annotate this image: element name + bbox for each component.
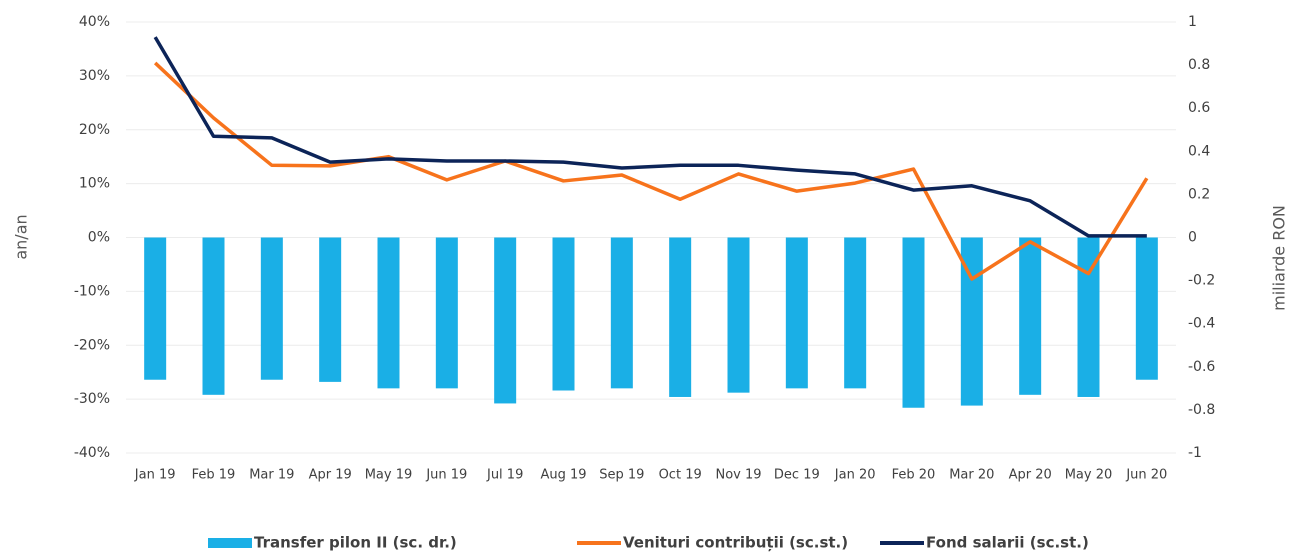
y2-tick-label: -0.6 (1188, 359, 1215, 375)
x-tick-label: Mar 19 (249, 468, 294, 483)
x-tick-label: Sep 19 (599, 468, 644, 483)
legend-swatch (208, 538, 252, 548)
x-tick-label: May 20 (1065, 468, 1113, 483)
x-tick-label: Apr 20 (1009, 468, 1052, 483)
x-tick-label: Feb 19 (192, 468, 236, 483)
bar (610, 237, 633, 389)
y-tick-label: 20% (79, 122, 110, 138)
y-tick-label: -30% (74, 391, 110, 407)
bar (494, 237, 517, 404)
y2-tick-label: -0.2 (1188, 273, 1215, 289)
legend-label: Transfer pilon II (sc. dr.) (254, 534, 457, 552)
x-tick-label: Nov 19 (715, 468, 761, 483)
line (153, 36, 1147, 238)
bar (435, 237, 458, 389)
y2-tick-label: 0.8 (1188, 57, 1210, 73)
y2-tick-label: 0 (1188, 230, 1197, 246)
bar (785, 237, 808, 389)
x-tick-label: Jun 20 (1125, 468, 1167, 483)
y2-tick-label: 0.4 (1188, 143, 1210, 159)
y-axis-title: an/an (12, 214, 31, 259)
y-tick-label: 0% (88, 230, 110, 246)
y-tick-label: 30% (79, 68, 110, 84)
line (153, 61, 1149, 281)
y2-tick-label: 0.6 (1188, 100, 1210, 116)
y-tick-label: -40% (74, 445, 110, 461)
bar (902, 237, 925, 408)
y2-axis-title: miliarde RON (1270, 205, 1289, 311)
bar (1135, 237, 1158, 380)
bar (1077, 237, 1100, 397)
x-tick-label: Jul 19 (486, 468, 523, 483)
bar (669, 237, 692, 397)
bar (844, 237, 867, 389)
bar (1019, 237, 1042, 395)
x-tick-label: Jan 19 (134, 468, 176, 483)
bar (377, 237, 400, 389)
y-tick-label: 10% (79, 176, 110, 192)
x-tick-label: Jan 20 (834, 468, 876, 483)
y2-tick-label: -1 (1188, 445, 1202, 461)
bar (202, 237, 225, 395)
bar (144, 237, 167, 380)
x-tick-label: Aug 19 (540, 468, 586, 483)
y2-tick-label: -0.4 (1188, 316, 1215, 332)
bar (319, 237, 342, 382)
y2-tick-label: 0.2 (1188, 186, 1210, 202)
y2-tick-label: -0.8 (1188, 402, 1215, 418)
y-tick-label: 40% (79, 14, 110, 30)
x-tick-label: Apr 19 (309, 468, 352, 483)
y2-tick-label: 1 (1188, 14, 1197, 30)
x-tick-label: Oct 19 (659, 468, 702, 483)
bar (260, 237, 283, 380)
bar (552, 237, 575, 391)
x-tick-label: May 19 (365, 468, 413, 483)
x-tick-label: Mar 20 (949, 468, 994, 483)
legend-label: Venituri contribuții (sc.st.) (623, 534, 848, 552)
y-tick-label: -10% (74, 283, 110, 299)
y-tick-label: -20% (74, 337, 110, 353)
x-tick-label: Feb 20 (892, 468, 936, 483)
bar (727, 237, 750, 393)
bar (960, 237, 983, 406)
legend-label: Fond salarii (sc.st.) (926, 534, 1089, 552)
x-tick-label: Jun 19 (425, 468, 467, 483)
x-tick-label: Dec 19 (774, 468, 820, 483)
